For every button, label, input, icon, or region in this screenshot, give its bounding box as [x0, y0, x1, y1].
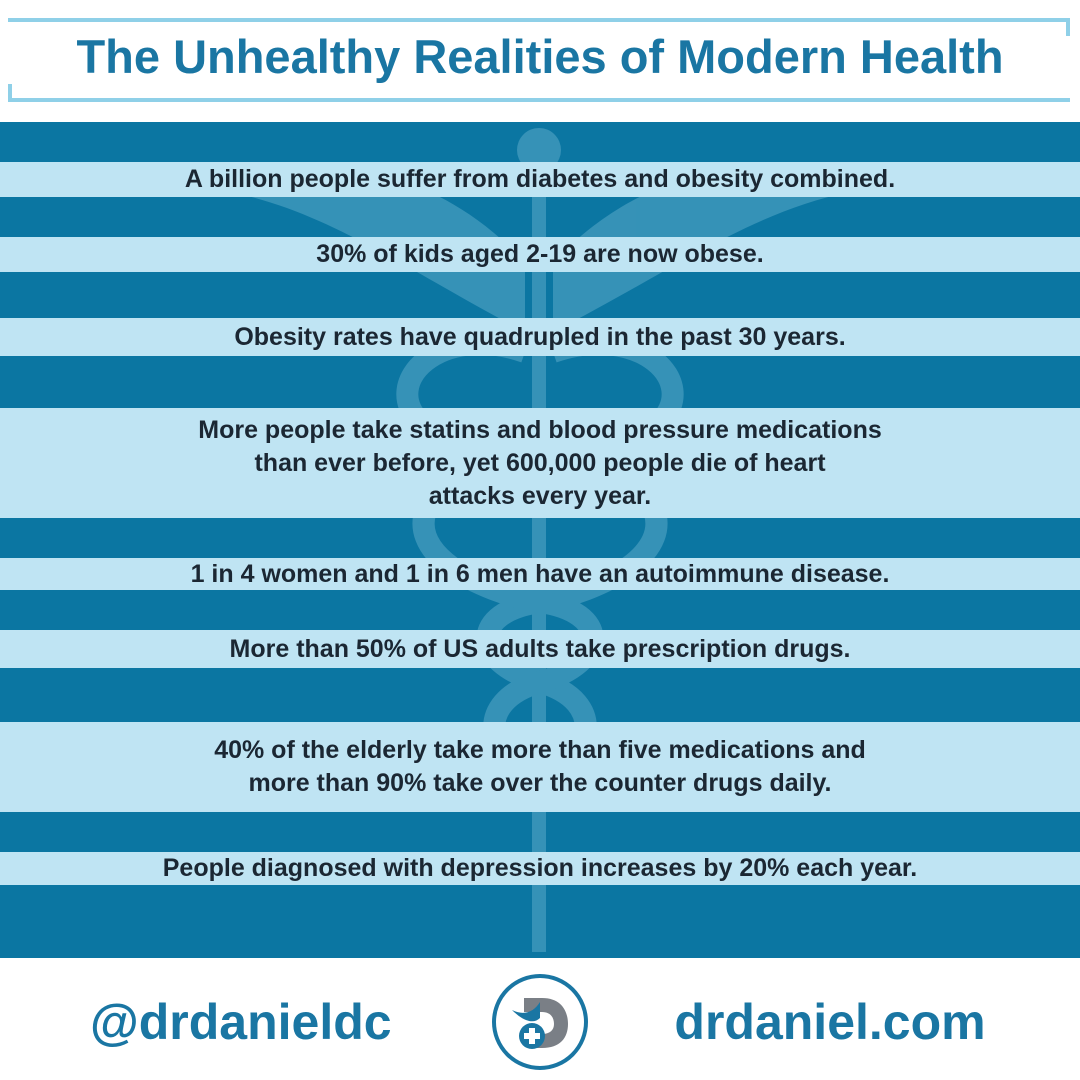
website: drdaniel.com	[674, 994, 986, 1050]
fact-text: 1 in 4 women and 1 in 6 men have an auto…	[190, 559, 890, 588]
title: The Unhealthy Realities of Modern Health	[76, 30, 1004, 83]
fact-text: attacks every year.	[428, 481, 652, 510]
fact-text: People diagnosed with depression increas…	[162, 854, 918, 882]
fact-band: More people take statins and blood press…	[0, 408, 1080, 518]
fact-band: Obesity rates have quadrupled in the pas…	[0, 318, 1080, 356]
fact-text: 40% of the elderly take more than five m…	[214, 736, 866, 764]
fact-text: More than 50% of US adults take prescrip…	[229, 634, 851, 663]
fact-band: 30% of kids aged 2-19 are now obese.	[0, 237, 1080, 272]
logo	[492, 974, 588, 1070]
fact-band: 1 in 4 women and 1 in 6 men have an auto…	[0, 558, 1080, 590]
fact-band: More than 50% of US adults take prescrip…	[0, 630, 1080, 668]
fact-text: than ever before, yet 600,000 people die…	[254, 448, 826, 477]
fact-text: More people take statins and blood press…	[198, 415, 882, 444]
fact-band: A billion people suffer from diabetes an…	[0, 162, 1080, 197]
fact-text: Obesity rates have quadrupled in the pas…	[234, 322, 846, 351]
facts-panel: A billion people suffer from diabetes an…	[0, 122, 1080, 958]
title-frame	[8, 18, 1070, 102]
social-handle: @drdanieldc	[90, 994, 392, 1050]
fact-band: People diagnosed with depression increas…	[0, 852, 1080, 885]
fact-band: 40% of the elderly take more than five m…	[0, 722, 1080, 812]
fact-text: A billion people suffer from diabetes an…	[184, 165, 896, 193]
fact-text: 30% of kids aged 2-19 are now obese.	[316, 240, 764, 268]
fact-text: more than 90% take over the counter drug…	[248, 769, 832, 797]
